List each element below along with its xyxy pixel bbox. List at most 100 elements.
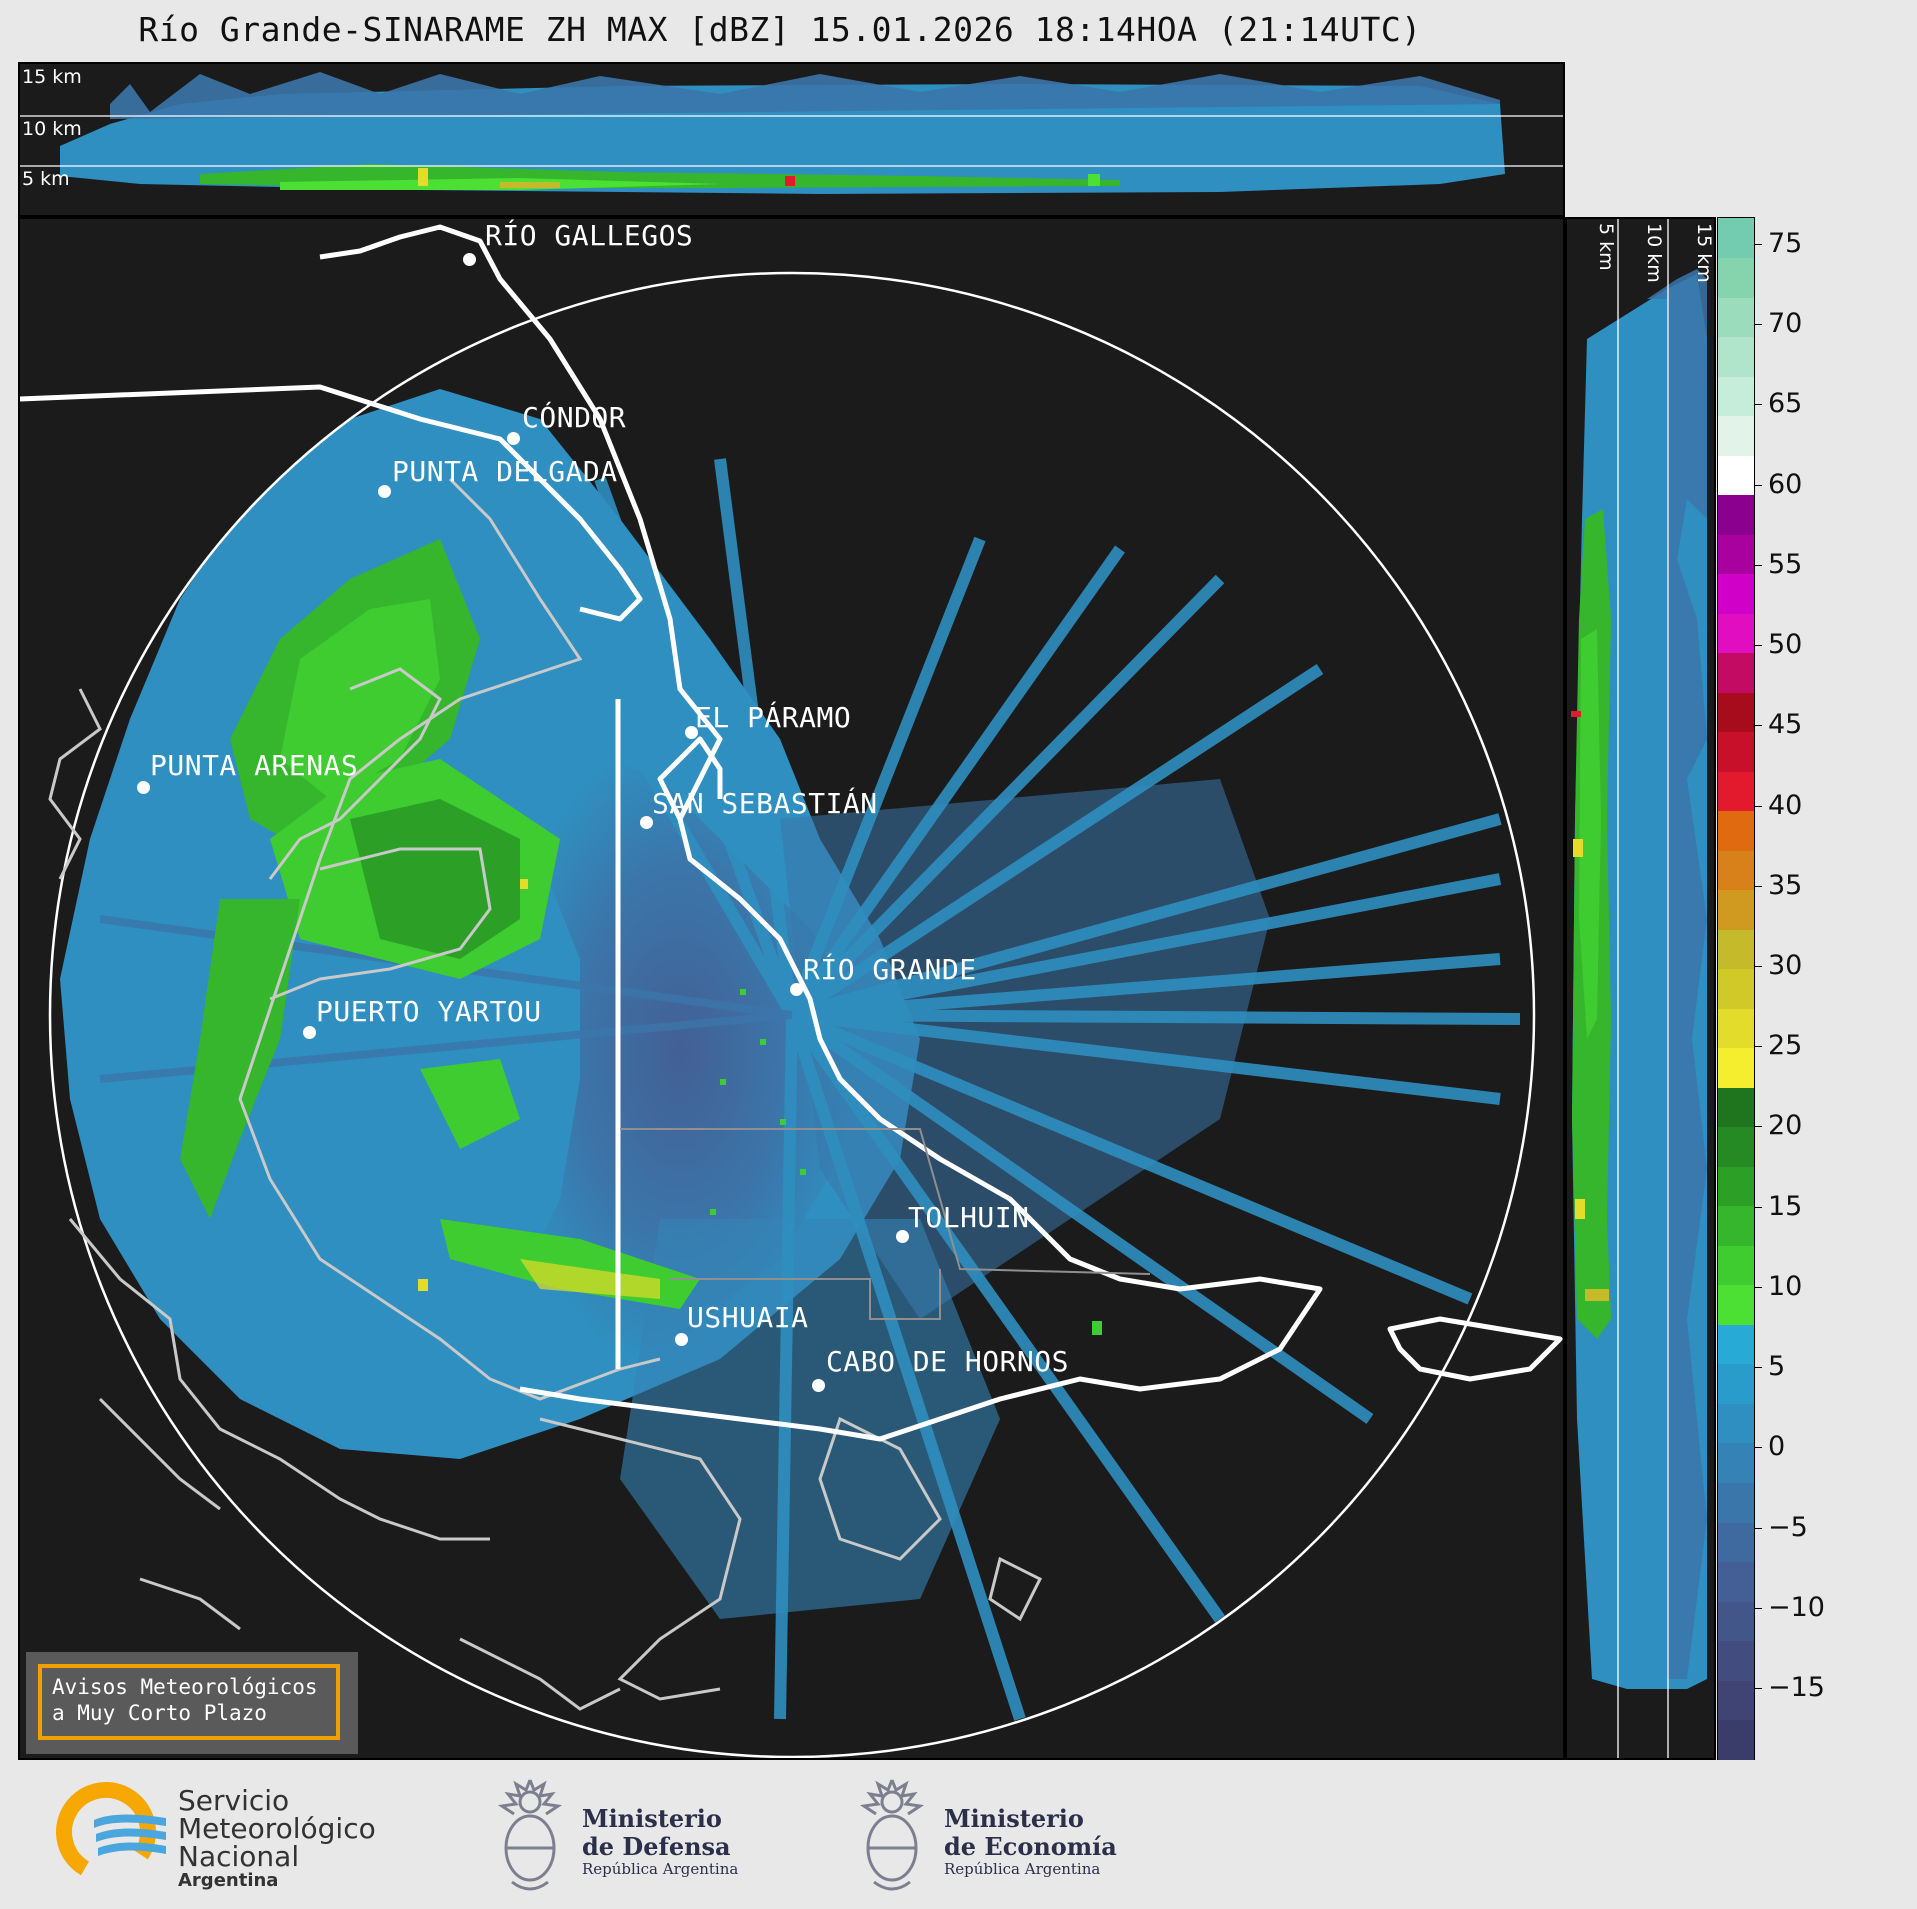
colorbar-segment bbox=[1718, 1126, 1754, 1167]
colorbar-tick-label: −10 bbox=[1768, 1591, 1825, 1623]
avisos-line1: Avisos Meteorológicos bbox=[52, 1675, 318, 1699]
colorbar-tick-label: 35 bbox=[1768, 869, 1803, 901]
colorbar-segment bbox=[1718, 1008, 1754, 1049]
colorbar-tick bbox=[1755, 324, 1762, 326]
defensa-line1: Ministerio bbox=[582, 1804, 722, 1833]
economia-coat-of-arms bbox=[856, 1772, 928, 1896]
top-label-10km: 10 km bbox=[22, 118, 82, 140]
colorbar-segment bbox=[1718, 731, 1754, 772]
colorbar-segment bbox=[1718, 1561, 1754, 1602]
colorbar-segment bbox=[1718, 1166, 1754, 1207]
colorbar-tick bbox=[1755, 645, 1762, 647]
radar-map bbox=[20, 224, 1563, 1758]
city-dot-punta-delgada bbox=[378, 485, 391, 498]
colorbar-tick bbox=[1755, 1206, 1762, 1208]
smn-line3: Nacional bbox=[178, 1840, 300, 1873]
colorbar-tick-label: 5 bbox=[1768, 1351, 1786, 1383]
defensa-line2: de Defensa bbox=[582, 1832, 731, 1861]
city-dot-puerto-yartou bbox=[303, 1026, 316, 1039]
colorbar bbox=[1717, 217, 1755, 1760]
top-cross-section-echoes bbox=[20, 64, 1563, 194]
colorbar-segment bbox=[1718, 968, 1754, 1009]
smn-line2: Meteorológico bbox=[178, 1812, 376, 1845]
city-dot-cabo-de-hornos bbox=[812, 1379, 825, 1392]
colorbar-tick bbox=[1755, 1286, 1762, 1288]
colorbar-segment bbox=[1718, 889, 1754, 930]
colorbar-segment bbox=[1718, 1521, 1754, 1563]
colorbar-tick bbox=[1755, 885, 1762, 887]
city-dot-punta-arenas bbox=[137, 781, 150, 794]
colorbar-segment bbox=[1718, 613, 1754, 654]
colorbar-segment bbox=[1718, 494, 1754, 535]
colorbar-tick-label: −15 bbox=[1768, 1672, 1825, 1703]
top-label-5km: 5 km bbox=[22, 168, 70, 190]
colorbar-segment bbox=[1718, 415, 1754, 456]
avisos-line2: a Muy Corto Plazo bbox=[52, 1701, 267, 1725]
smn-line4: Argentina bbox=[178, 1870, 279, 1891]
city-dot-rio-gallegos bbox=[463, 253, 476, 266]
reflectivity-field bbox=[60, 389, 1521, 1721]
colorbar-tick-label: 20 bbox=[1768, 1110, 1803, 1142]
colorbar-tick bbox=[1755, 1607, 1762, 1609]
colorbar-segment bbox=[1718, 1324, 1754, 1365]
city-label-ushuaia: USHUAIA bbox=[687, 1301, 809, 1334]
colorbar-tick-label: 45 bbox=[1768, 709, 1803, 741]
colorbar-segment bbox=[1718, 534, 1754, 575]
city-label-tolhuin: TOLHUIN bbox=[908, 1201, 1030, 1234]
top-label-15km: 15 km bbox=[22, 66, 82, 88]
admin-lines bbox=[620, 1128, 1151, 1320]
colorbar-segment bbox=[1718, 929, 1754, 970]
avisos-inner: Avisos Meteorológicos a Muy Corto Plazo bbox=[38, 1664, 340, 1740]
smn-logo bbox=[56, 1782, 166, 1882]
colorbar-tick bbox=[1755, 1367, 1762, 1369]
colorbar-segment bbox=[1718, 1047, 1754, 1088]
colorbar-tick-label: 0 bbox=[1768, 1431, 1786, 1463]
colorbar-segment bbox=[1718, 1640, 1754, 1681]
top-cross-section-panel: 15 km 10 km 5 km bbox=[18, 62, 1565, 217]
borders bbox=[20, 224, 1563, 1442]
city-dot-el-paramo bbox=[685, 726, 698, 739]
colorbar-tick-label: 65 bbox=[1768, 388, 1803, 420]
avisos-box: Avisos Meteorológicos a Muy Corto Plazo bbox=[26, 1652, 358, 1754]
colorbar-segment bbox=[1718, 218, 1754, 259]
colorbar-tick bbox=[1755, 1046, 1762, 1048]
colorbar-tick-label: 55 bbox=[1768, 548, 1803, 580]
radar-map-panel: RÍO GALLEGOS CÓNDOR PUNTA DELGADA PUNTA … bbox=[18, 217, 1565, 1760]
side-cross-section-echoes bbox=[1571, 219, 1707, 1758]
colorbar-segment bbox=[1718, 1403, 1754, 1444]
side-cross-section-panel: 5 km 10 km 15 km bbox=[1565, 217, 1716, 1760]
city-dot-tolhuin bbox=[896, 1230, 909, 1243]
colorbar-segment bbox=[1718, 1482, 1754, 1523]
colorbar-segment bbox=[1718, 1600, 1754, 1642]
colorbar-tick-label: 25 bbox=[1768, 1030, 1803, 1062]
economia-line2: de Economía bbox=[944, 1832, 1117, 1861]
city-label-cabo-de-hornos: CABO DE HORNOS bbox=[826, 1345, 1070, 1378]
colorbar-segment bbox=[1718, 573, 1754, 614]
colorbar-segment bbox=[1718, 1205, 1754, 1246]
colorbar-tick-label: 30 bbox=[1768, 950, 1803, 981]
colorbar-tick bbox=[1755, 725, 1762, 727]
colorbar-tick bbox=[1755, 966, 1762, 967]
colorbar-segment bbox=[1718, 297, 1754, 338]
city-dot-condor bbox=[507, 432, 520, 445]
colorbar-tick-label: 15 bbox=[1768, 1190, 1803, 1222]
side-label-10km: 10 km bbox=[1643, 223, 1665, 283]
coastlines bbox=[48, 477, 1043, 1711]
colorbar-tick-label: 60 bbox=[1768, 468, 1803, 500]
colorbar-segment bbox=[1718, 257, 1754, 298]
colorbar-tick bbox=[1755, 1527, 1762, 1529]
colorbar-tick bbox=[1755, 404, 1762, 406]
colorbar-segment bbox=[1718, 336, 1754, 377]
colorbar-segment bbox=[1718, 1719, 1754, 1760]
colorbar-tick-label: −5 bbox=[1768, 1511, 1808, 1543]
smn-line1: Servicio bbox=[178, 1784, 290, 1817]
city-label-rio-gallegos: RÍO GALLEGOS bbox=[485, 219, 694, 252]
colorbar-segment bbox=[1718, 455, 1754, 496]
city-label-rio-grande: RÍO GRANDE bbox=[803, 953, 977, 986]
city-label-punta-delgada: PUNTA DELGADA bbox=[392, 455, 618, 488]
colorbar-segment bbox=[1718, 1442, 1754, 1483]
colorbar-tick bbox=[1755, 1126, 1762, 1128]
colorbar-segment bbox=[1718, 771, 1754, 812]
colorbar-tick bbox=[1755, 564, 1762, 566]
colorbar-tick bbox=[1755, 1447, 1762, 1449]
